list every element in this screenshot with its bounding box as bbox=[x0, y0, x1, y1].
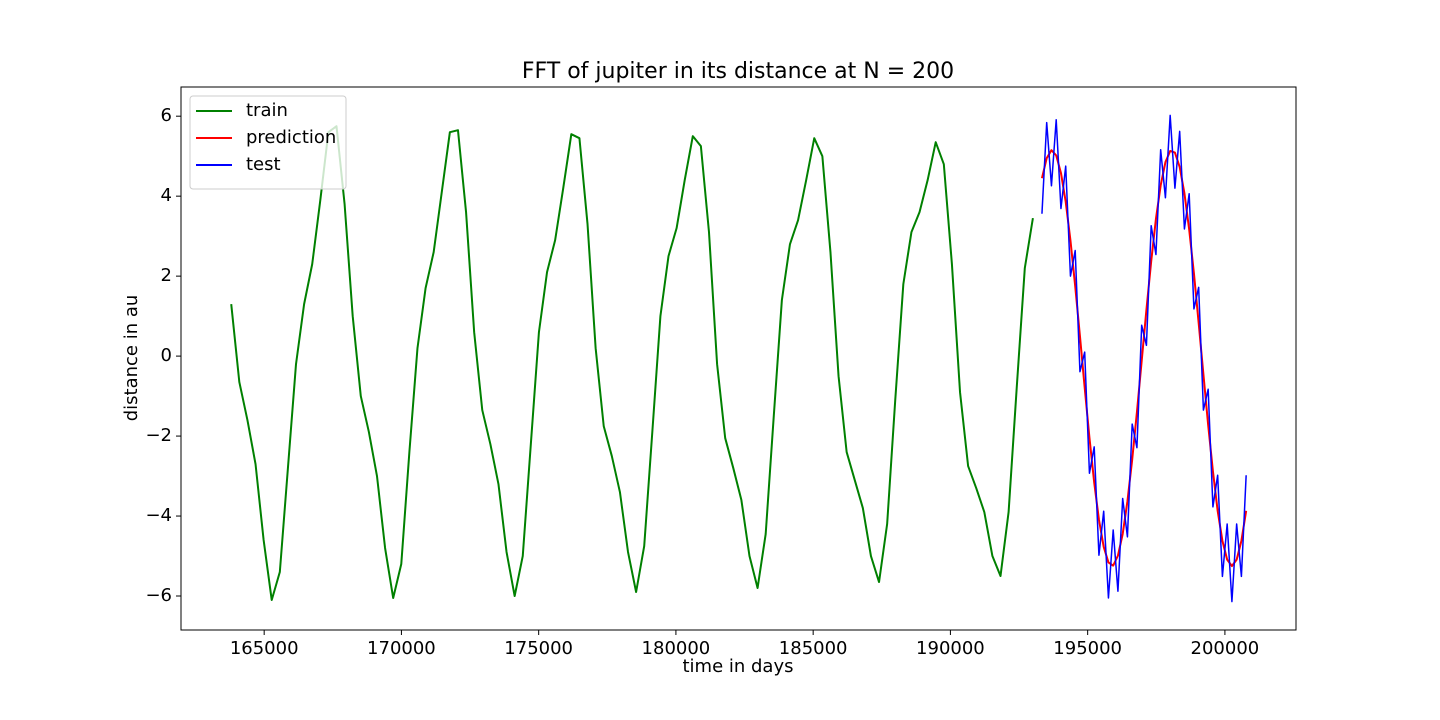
x-axis-label: time in days bbox=[682, 656, 793, 677]
y-tick-label: −2 bbox=[145, 425, 172, 446]
x-tick-label: 200000 bbox=[1191, 638, 1260, 659]
legend: train prediction test bbox=[189, 95, 347, 190]
legend-label: train bbox=[246, 100, 288, 121]
y-tick-label: −4 bbox=[145, 505, 172, 526]
y-axis-label: distance in au bbox=[121, 295, 142, 422]
legend-label: prediction bbox=[246, 127, 336, 148]
legend-label: test bbox=[246, 154, 281, 175]
x-tick-label: 175000 bbox=[504, 638, 573, 659]
plot-frame bbox=[180, 86, 1297, 631]
x-tick-label: 190000 bbox=[916, 638, 985, 659]
y-tick-label: 6 bbox=[161, 105, 172, 126]
x-tick-label: 165000 bbox=[230, 638, 299, 659]
x-tick-label: 170000 bbox=[367, 638, 436, 659]
y-tick-label: 0 bbox=[161, 345, 172, 366]
x-tick-label: 185000 bbox=[779, 638, 848, 659]
y-tick-label: 4 bbox=[161, 185, 172, 206]
x-tick-label: 195000 bbox=[1053, 638, 1122, 659]
y-tick-label: −6 bbox=[145, 585, 172, 606]
line-series bbox=[230, 125, 1034, 602]
y-tick-label: 2 bbox=[161, 265, 172, 286]
line-series bbox=[1041, 114, 1247, 603]
chart-title: FFT of jupiter in its distance at N = 20… bbox=[522, 59, 954, 84]
x-tick-label: 180000 bbox=[642, 638, 711, 659]
